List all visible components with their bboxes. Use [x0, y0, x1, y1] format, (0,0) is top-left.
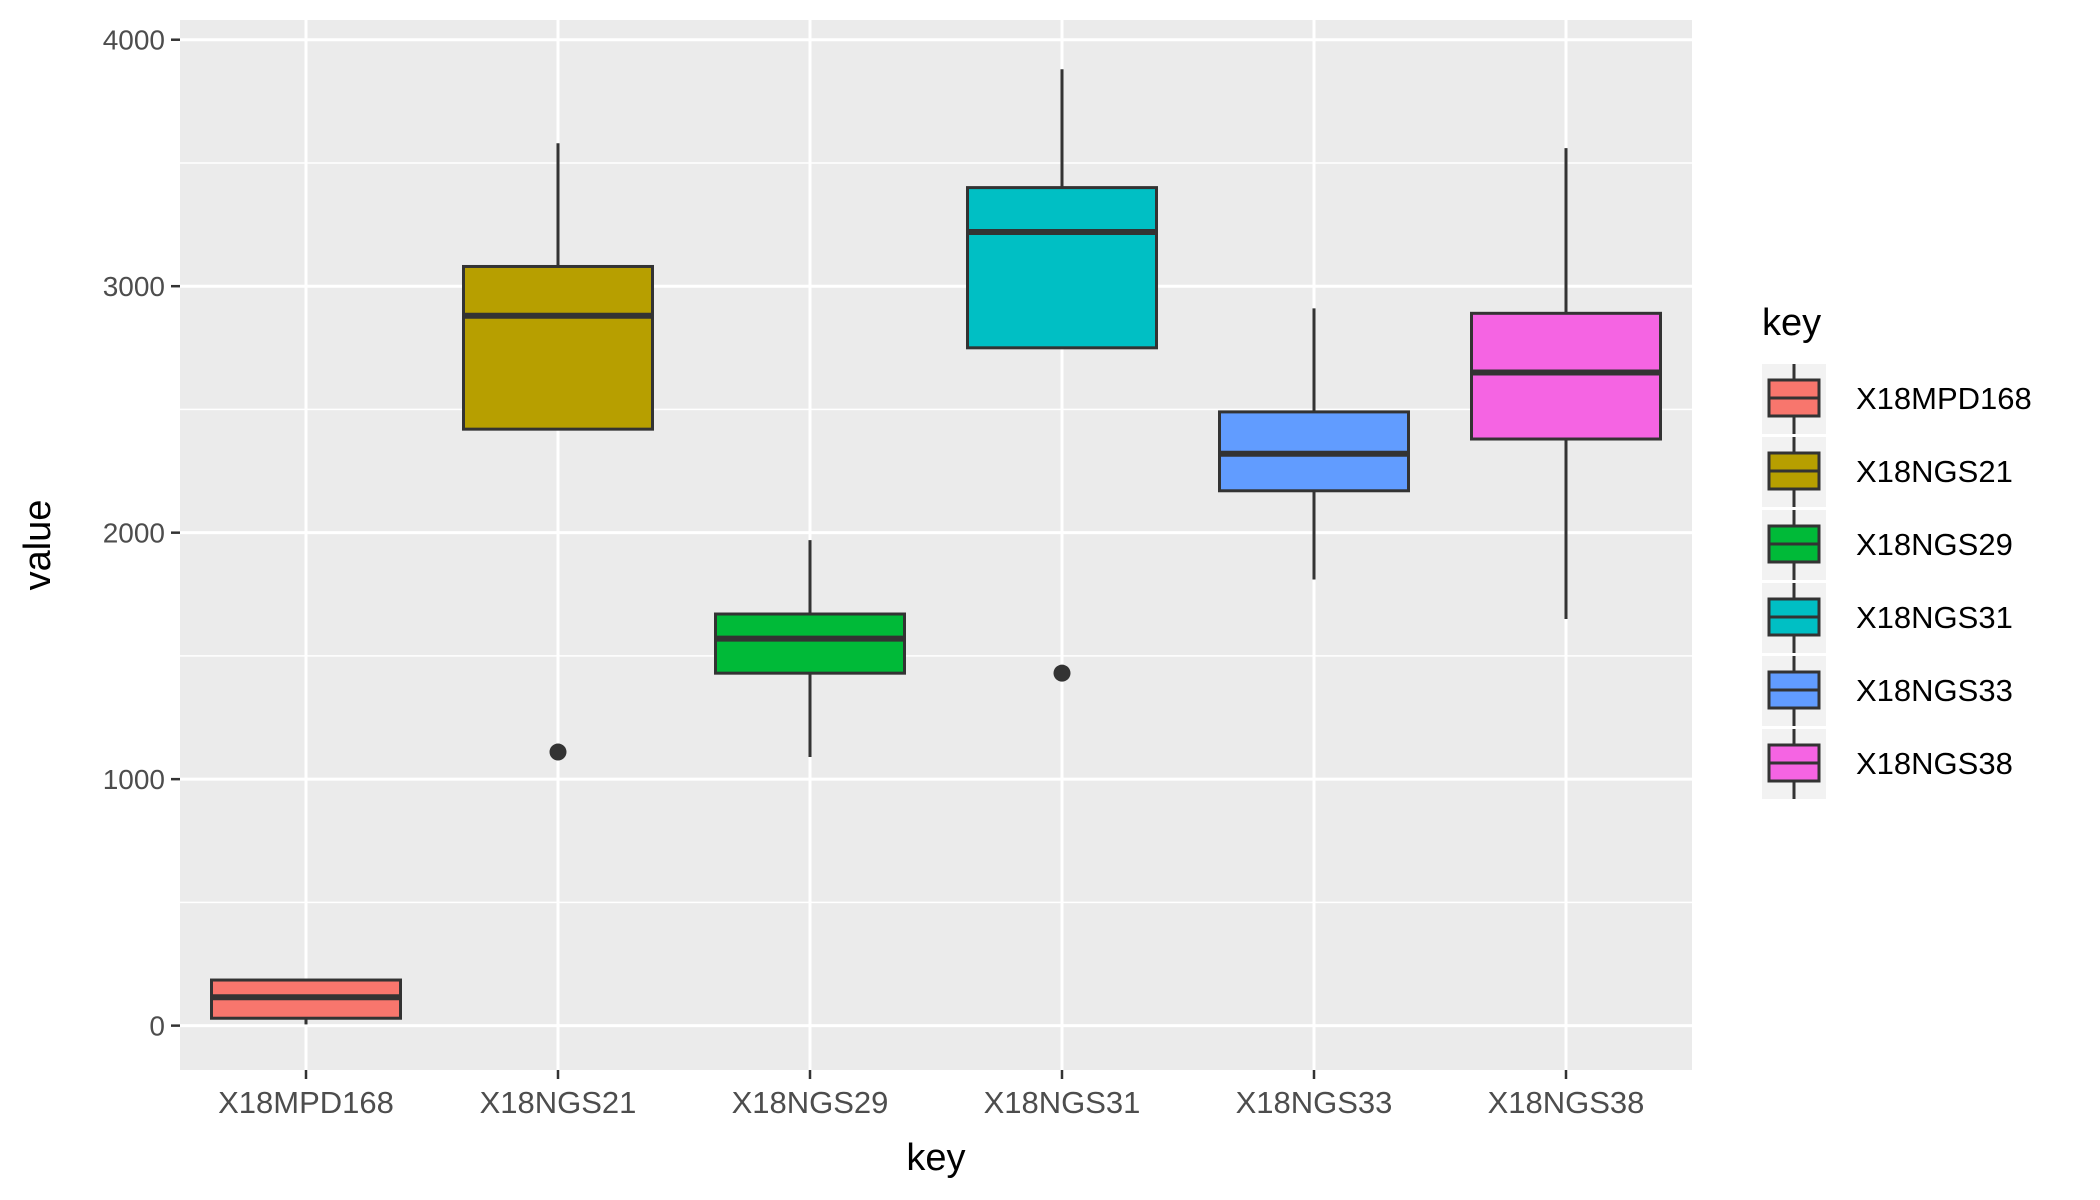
y-axis-title: value: [17, 500, 59, 591]
legend-item-x18mpd168: X18MPD168: [1762, 364, 2032, 434]
x-tick-label: X18NGS31: [984, 1085, 1141, 1120]
y-tick-label: 3000: [103, 271, 165, 302]
minor-gridlines: [180, 162, 1692, 904]
legend-item-x18ngs21: X18NGS21: [1762, 437, 2013, 507]
box-body: [966, 186, 1158, 350]
y-tick-label: 0: [149, 1011, 165, 1042]
x-tick-label: X18NGS38: [1488, 1085, 1645, 1120]
box-x18ngs33: [1218, 308, 1410, 580]
legend-item-x18ngs38: X18NGS38: [1762, 729, 2013, 799]
legend-label: X18NGS31: [1856, 600, 2013, 635]
box-body: [1470, 311, 1662, 441]
legend-label: X18NGS29: [1856, 527, 2013, 562]
legend-label: X18NGS38: [1856, 746, 2013, 781]
boxes: [210, 69, 1662, 1025]
box-x18ngs29: [714, 540, 906, 757]
legend-title: key: [1762, 302, 1821, 344]
outlier-point: [1053, 664, 1071, 682]
legend-item-x18ngs31: X18NGS31: [1762, 583, 2013, 653]
outlier-point: [549, 743, 567, 761]
box-x18ngs21: [462, 143, 654, 761]
box-x18ngs38: [1470, 148, 1662, 619]
box-x18mpd168: [210, 978, 402, 1025]
y-tick-label: 4000: [103, 25, 165, 56]
x-tick-label: X18MPD168: [218, 1085, 394, 1120]
legend-label: X18NGS33: [1856, 673, 2013, 708]
x-tick-label: X18NGS29: [732, 1085, 889, 1120]
legend-item-x18ngs33: X18NGS33: [1762, 656, 2013, 726]
x-axis: X18MPD168 X18NGS21 X18NGS29 X18NGS31 X18NGS3…: [218, 1070, 1644, 1120]
box-x18ngs31: [966, 69, 1158, 682]
y-axis: 0 1000 2000 3000 4000: [103, 25, 180, 1042]
y-tick-label: 1000: [103, 764, 165, 795]
y-tick-label: 2000: [103, 518, 165, 549]
legend-item-x18ngs29: X18NGS29: [1762, 510, 2013, 580]
legend: key X18MPD168 X18NGS21 X18NGS29 X18NGS31 X18…: [1762, 302, 2032, 799]
x-tick-label: X18NGS33: [1236, 1085, 1393, 1120]
x-axis-title: key: [906, 1137, 965, 1179]
box-body: [714, 612, 906, 675]
box-body: [462, 264, 654, 431]
plot-panel: [180, 20, 1692, 1070]
x-tick-label: X18NGS21: [480, 1085, 637, 1120]
legend-label: X18NGS21: [1856, 454, 2013, 489]
legend-label: X18MPD168: [1856, 381, 2032, 416]
